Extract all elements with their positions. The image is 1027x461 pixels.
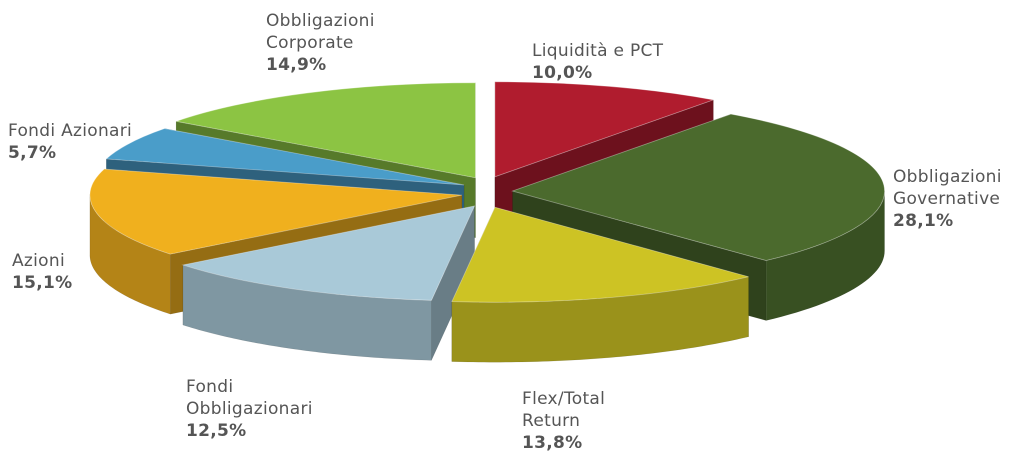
category-label: Azioni	[12, 251, 65, 271]
slice	[174, 82, 476, 179]
value-label: 28,1%	[893, 211, 954, 231]
slice-label: Obbligazioni Corporate 14,9%	[266, 10, 396, 76]
slice	[181, 205, 476, 301]
category-label: Fondi Obbligazionari	[186, 377, 313, 419]
slice-label: Liquidità e PCT 10,0%	[532, 40, 732, 84]
slice	[89, 168, 462, 255]
slice	[451, 206, 749, 303]
slice	[105, 128, 465, 186]
value-label: 12,5%	[186, 421, 247, 441]
slice-label: Fondi Obbligazionari 12,5%	[186, 376, 356, 442]
slice-label: Azioni 15,1%	[12, 250, 132, 294]
category-label: Obbligazioni Corporate	[266, 11, 375, 53]
value-label: 5,7%	[8, 143, 57, 163]
value-label: 15,1%	[12, 273, 73, 293]
slice	[494, 81, 715, 178]
value-label: 10,0%	[532, 63, 593, 83]
slice-label: Obbligazioni Governative 28,1%	[893, 166, 1023, 232]
slice	[511, 113, 885, 261]
category-label: Flex/Total Return	[522, 389, 606, 431]
value-label: 13,8%	[522, 433, 583, 453]
category-label: Obbligazioni Governative	[893, 167, 1002, 209]
category-label: Fondi Azionari	[8, 121, 133, 141]
category-label: Liquidità e PCT	[532, 41, 664, 61]
slice-label: Flex/Total Return 13,8%	[522, 388, 642, 454]
value-label: 14,9%	[266, 55, 327, 75]
slice-label: Fondi Azionari 5,7%	[8, 120, 208, 164]
